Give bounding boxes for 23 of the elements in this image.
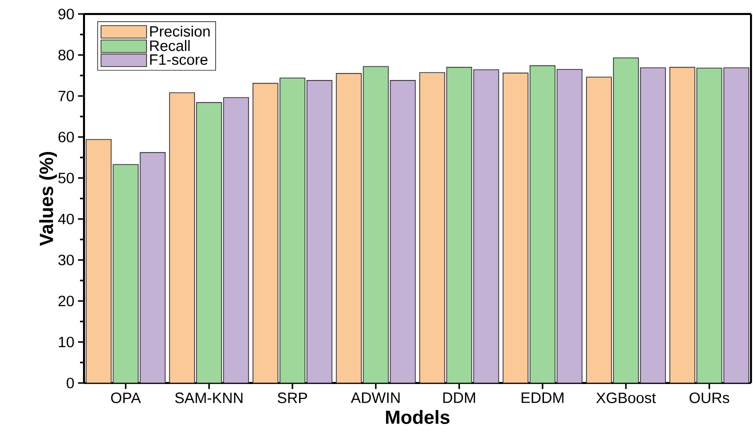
y-tick-label: 20 [58,296,74,306]
y-tick-label: 90 [58,8,74,20]
y-tick-label: 10 [58,336,74,348]
y-tick-label: 80 [58,50,74,60]
y-tick-label: 40 [58,214,74,224]
x-tick-label: OPA [111,392,141,404]
y-tick-label: 30 [58,254,74,266]
legend-label: F1-score [150,54,208,65]
x-tick-label: OURs [690,392,730,404]
x-tick-label: SRP [278,392,308,404]
legend-label: Precision [150,26,210,37]
x-tick-label: ADWIN [350,392,400,403]
x-tick-label: SAM-KNN [175,392,242,404]
legend-label: Recall [150,40,190,52]
y-tick-label: 60 [58,132,74,142]
x-tick-label: XGBoost [596,392,656,404]
x-tick-label: DDM [443,392,476,403]
y-tick-label: 70 [58,90,74,102]
y-tick-label: 0 [66,378,74,388]
y-tick-label: 50 [58,172,74,184]
x-axis-title: Models [386,410,450,424]
y-axis-title: Values (%) [39,152,57,246]
x-tick-label: EDDM [522,392,564,403]
